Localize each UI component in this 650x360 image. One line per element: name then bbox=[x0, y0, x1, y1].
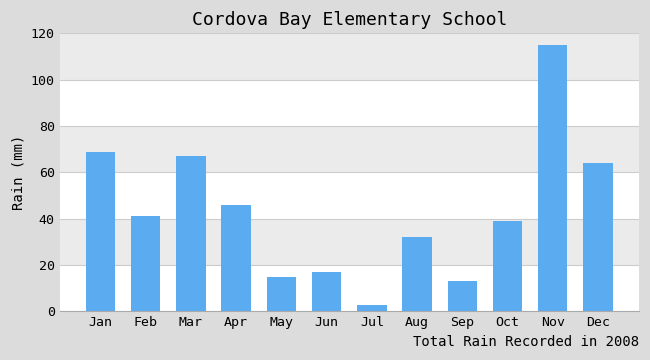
Bar bbox=[448, 282, 477, 311]
Bar bbox=[266, 277, 296, 311]
Bar bbox=[493, 221, 522, 311]
Bar bbox=[131, 216, 161, 311]
Title: Cordova Bay Elementary School: Cordova Bay Elementary School bbox=[192, 11, 507, 29]
Bar bbox=[60, 126, 639, 172]
Bar bbox=[583, 163, 612, 311]
Bar bbox=[60, 33, 639, 80]
Y-axis label: Rain (mm): Rain (mm) bbox=[11, 135, 25, 210]
Bar bbox=[222, 205, 251, 311]
X-axis label: Total Rain Recorded in 2008: Total Rain Recorded in 2008 bbox=[413, 335, 639, 349]
Bar bbox=[538, 45, 567, 311]
Bar bbox=[176, 156, 205, 311]
Bar bbox=[86, 152, 115, 311]
Bar bbox=[402, 237, 432, 311]
Bar bbox=[312, 272, 341, 311]
Bar bbox=[60, 219, 639, 265]
Bar bbox=[357, 305, 387, 311]
